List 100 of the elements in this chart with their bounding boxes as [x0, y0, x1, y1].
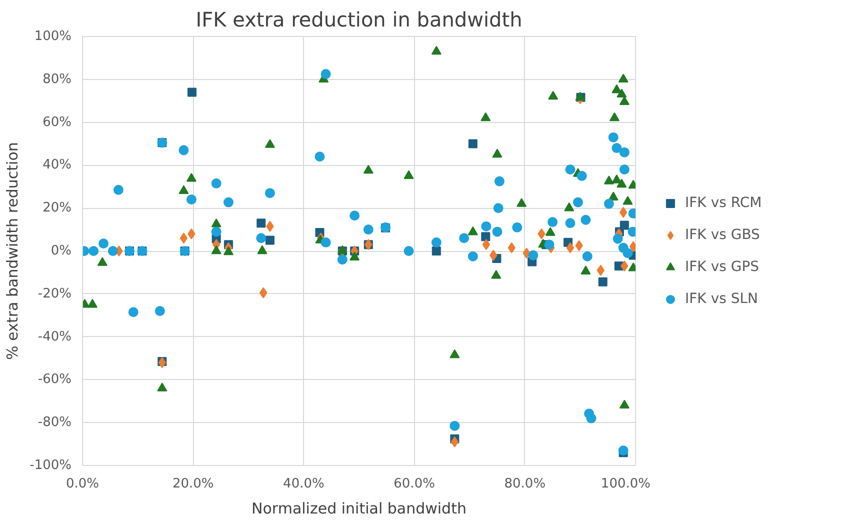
point	[618, 445, 628, 456]
chart-title: IFK extra reduction in bandwidth	[196, 8, 522, 32]
point	[480, 112, 491, 122]
y-tick-label: 80%	[42, 72, 72, 87]
point	[544, 240, 554, 250]
y-tick-label: -100%	[30, 458, 72, 473]
point	[314, 152, 325, 162]
x-tick-label: 0.0%	[66, 476, 100, 492]
point	[492, 148, 502, 158]
point	[97, 257, 108, 266]
point	[211, 226, 222, 237]
point	[113, 184, 124, 195]
point	[264, 139, 275, 148]
point	[128, 307, 138, 318]
point	[528, 250, 538, 260]
point	[582, 251, 592, 262]
point	[265, 236, 274, 245]
point	[482, 239, 490, 250]
point	[211, 245, 222, 254]
point	[450, 420, 460, 431]
point	[572, 197, 583, 208]
y-tick-label: 100%	[34, 29, 72, 44]
point	[223, 197, 234, 208]
point	[180, 232, 188, 244]
point	[580, 266, 591, 274]
point	[564, 202, 574, 212]
x-tick-label: 60.0%	[394, 476, 435, 492]
point	[468, 251, 478, 262]
x-tick-label: 80.0%	[504, 476, 546, 492]
point	[431, 46, 442, 55]
point	[608, 132, 618, 142]
point	[178, 145, 189, 156]
point	[320, 237, 331, 248]
point	[580, 214, 591, 225]
point	[512, 222, 522, 232]
y-tick-label: -20%	[38, 286, 72, 302]
point	[468, 139, 478, 148]
point	[337, 254, 348, 265]
point	[586, 413, 596, 424]
point	[459, 233, 470, 244]
y-tick-label: -60%	[38, 372, 72, 388]
point	[494, 176, 504, 186]
x-tick-label: 20.0%	[172, 476, 214, 492]
point	[604, 198, 614, 209]
point	[548, 90, 558, 100]
point	[186, 173, 196, 182]
point	[87, 298, 98, 308]
point	[565, 218, 576, 228]
point	[432, 246, 441, 256]
point	[492, 226, 502, 237]
point	[363, 224, 374, 235]
point	[211, 218, 222, 228]
point	[565, 164, 576, 174]
point	[619, 96, 630, 106]
point	[350, 252, 360, 261]
point	[404, 170, 414, 180]
point	[598, 277, 608, 286]
point	[98, 238, 109, 248]
y-tick-label: -40%	[38, 329, 72, 344]
point	[223, 246, 234, 256]
point	[264, 188, 275, 198]
point	[481, 232, 490, 242]
point	[157, 382, 168, 392]
legend-label: IFK vs RCM	[685, 194, 762, 210]
point	[363, 164, 374, 174]
point	[620, 220, 629, 230]
point	[108, 246, 118, 256]
point	[619, 164, 630, 174]
point	[604, 176, 614, 184]
point	[88, 246, 99, 256]
point	[468, 226, 478, 236]
point	[450, 349, 460, 358]
y-tick-label: 0%	[50, 244, 72, 258]
y-tick-label: 60%	[42, 114, 72, 130]
point	[612, 234, 623, 244]
point	[616, 178, 627, 188]
point	[618, 74, 628, 82]
point	[350, 210, 360, 221]
x-axis-title: Normalized initial bandwidth	[252, 500, 466, 518]
y-tick-label: 40%	[42, 158, 72, 173]
point	[493, 203, 504, 214]
point	[545, 227, 556, 236]
point	[516, 198, 527, 207]
point	[256, 233, 266, 244]
y-tick-label: 20%	[42, 200, 72, 216]
point	[609, 112, 620, 122]
point	[612, 174, 622, 184]
y-axis-title: % extra bandwidth reduction	[4, 142, 22, 360]
point	[211, 178, 222, 188]
point	[619, 147, 630, 158]
legend-label: IFK vs SLN	[685, 290, 758, 306]
point	[608, 192, 618, 200]
point	[404, 246, 414, 256]
point	[576, 170, 587, 181]
point	[566, 242, 574, 254]
point	[257, 245, 268, 254]
point	[154, 306, 165, 316]
legend-label: IFK vs GBS	[685, 226, 760, 242]
x-tick-label: 40.0%	[283, 476, 324, 492]
point	[548, 217, 558, 228]
